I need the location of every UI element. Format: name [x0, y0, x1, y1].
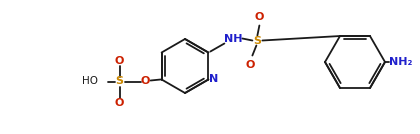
Text: O: O: [255, 12, 264, 21]
Text: O: O: [246, 59, 255, 70]
Text: O: O: [141, 77, 150, 87]
Text: S: S: [116, 77, 123, 87]
Text: O: O: [115, 98, 124, 107]
Text: O: O: [115, 55, 124, 66]
Text: N: N: [209, 75, 218, 85]
Text: NH₂: NH₂: [389, 57, 413, 67]
Text: HO: HO: [81, 77, 97, 87]
Text: S: S: [253, 36, 261, 46]
Text: NH: NH: [224, 34, 243, 44]
